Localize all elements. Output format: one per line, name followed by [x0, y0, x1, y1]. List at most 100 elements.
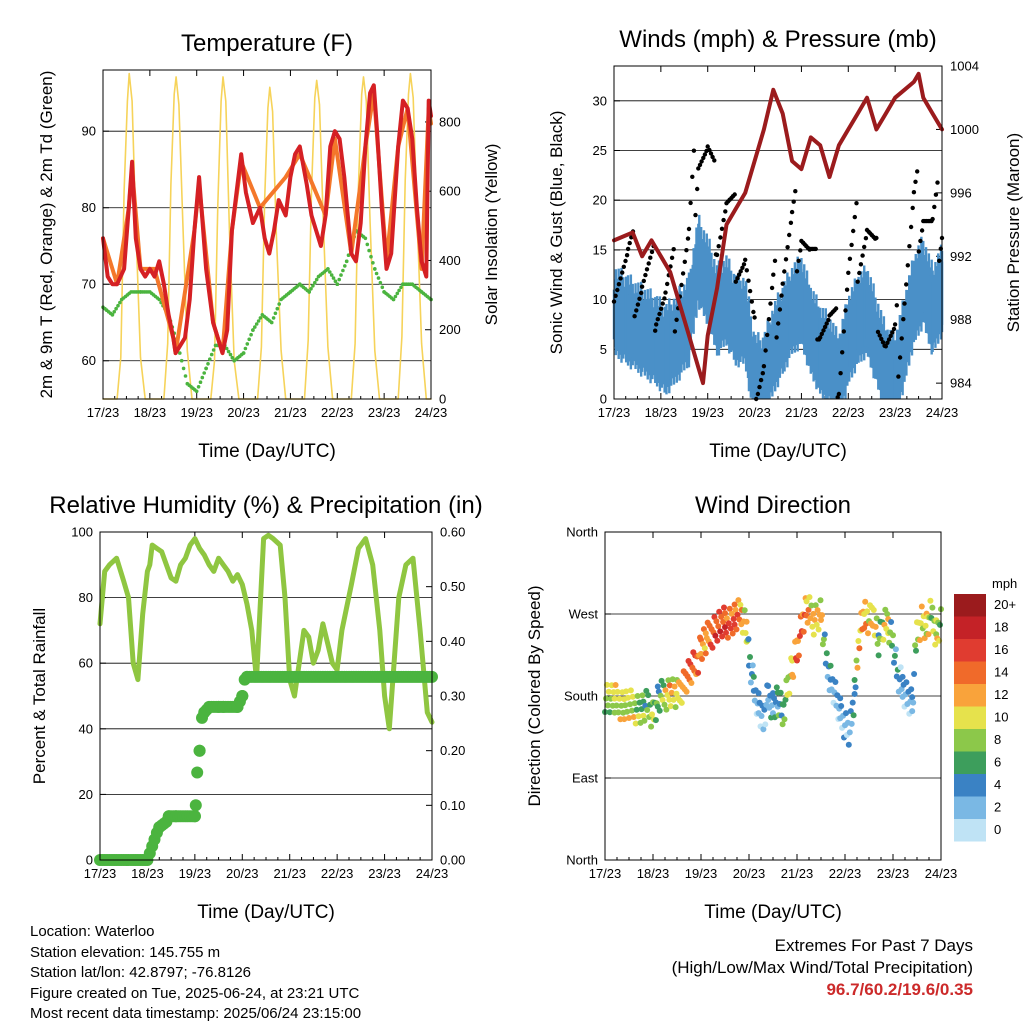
y-tick-label: 60 [82, 353, 96, 368]
dewpoint-point [329, 273, 334, 277]
gust-point [863, 236, 869, 241]
direction-point [701, 645, 708, 652]
dewpoint-point [211, 348, 216, 352]
dewpoint-point [393, 294, 398, 299]
gust-point [910, 205, 915, 211]
x-tick-label: 17/23 [598, 405, 631, 420]
y-tick-label: 20 [593, 193, 607, 208]
gust-point [701, 155, 706, 161]
gust-point [794, 269, 800, 274]
x-tick-label: 21/23 [781, 866, 814, 881]
direction-point [810, 631, 817, 638]
gust-point [736, 272, 742, 277]
dewpoint-point [206, 362, 210, 366]
direction-point [761, 706, 768, 713]
direction-point [820, 636, 827, 643]
direction-point [891, 652, 898, 659]
direction-point [683, 688, 690, 695]
station-info: Location: Waterloo Station elevation: 14… [30, 922, 361, 1025]
direction-point [845, 741, 852, 748]
x-tick-label: 18/23 [131, 866, 164, 881]
direction-point [819, 641, 826, 648]
extremes-title: Extremes For Past 7 Days [774, 936, 973, 955]
direction-point [889, 642, 895, 649]
x-tick-label: 24/23 [416, 866, 449, 881]
gust-point [755, 391, 761, 397]
gust-point [883, 344, 888, 349]
direction-point [862, 598, 869, 605]
direction-point [855, 638, 862, 644]
direction-point [779, 721, 786, 728]
direction-point [721, 604, 727, 611]
direction-point [731, 601, 738, 608]
direction-point [819, 612, 825, 619]
gust-point [780, 281, 785, 286]
dewpoint-point [331, 276, 336, 280]
gust-point [901, 317, 906, 322]
plot-frame [102, 69, 432, 400]
direction-point [606, 709, 613, 716]
direction-point [699, 656, 705, 662]
direction-point [627, 687, 634, 694]
direction-point [644, 707, 651, 713]
dewpoint-point [118, 300, 122, 305]
gust-point [663, 290, 668, 295]
gust-point [776, 321, 781, 326]
direction-point [850, 712, 857, 719]
gust-point [665, 281, 670, 287]
extremes-values: 96.7/60.2/19.6/0.35 [826, 980, 973, 999]
dewpoint-point [275, 306, 280, 311]
direction-point [667, 703, 674, 710]
gust-point [662, 296, 667, 301]
direction-point [668, 689, 675, 696]
gust-point [686, 226, 692, 232]
direction-point [827, 662, 834, 669]
direction-point [641, 717, 648, 724]
solar-insolation-line [102, 72, 432, 400]
y-tick-label: South [564, 689, 598, 704]
y-tick-label: 40 [79, 721, 93, 736]
direction-point [742, 630, 749, 636]
gust-point [894, 303, 899, 308]
gust-point [615, 287, 620, 293]
y-tick-label: 0 [86, 853, 93, 868]
direction-point [639, 692, 646, 699]
gust-point [695, 186, 700, 192]
y2-tick-label: 0.10 [440, 798, 465, 813]
direction-point [713, 618, 720, 625]
direction-point [627, 701, 633, 708]
gust-point [621, 264, 626, 269]
x-tick-label: 21/23 [273, 866, 306, 881]
direction-point [605, 688, 612, 695]
direction-point [790, 674, 797, 680]
direction-point [892, 646, 899, 653]
temperature-panel: Temperature (F) Time (Day/UTC) 2m & 9m T (… [37, 30, 501, 462]
gust-point [747, 288, 753, 294]
gust-point [892, 322, 898, 327]
x-tick-label: 24/23 [415, 405, 448, 420]
gust-point [712, 158, 717, 163]
direction-point [743, 618, 750, 625]
direction-point [678, 699, 685, 706]
plot-frame [604, 531, 942, 861]
dewpoint-point [373, 267, 377, 271]
x-tick-label: 22/23 [321, 405, 354, 420]
gust-point [877, 333, 882, 338]
gust-point [744, 268, 749, 273]
gust-point [616, 282, 622, 287]
dewpoint-point [228, 352, 233, 357]
y2-tick-label: 0 [439, 392, 446, 407]
dewpoint-point [251, 328, 255, 332]
dewpoint-point [333, 279, 338, 284]
gust-point [685, 236, 691, 241]
y-tick-label: 80 [79, 590, 93, 605]
legend-label: 12 [994, 687, 1008, 702]
direction-point [625, 694, 631, 701]
dewpoint-point [269, 320, 274, 325]
direction-point [875, 652, 882, 659]
direction-point [645, 692, 652, 699]
direction-point [722, 610, 728, 617]
gust-point [714, 252, 720, 258]
dewpoint-point [346, 253, 351, 257]
